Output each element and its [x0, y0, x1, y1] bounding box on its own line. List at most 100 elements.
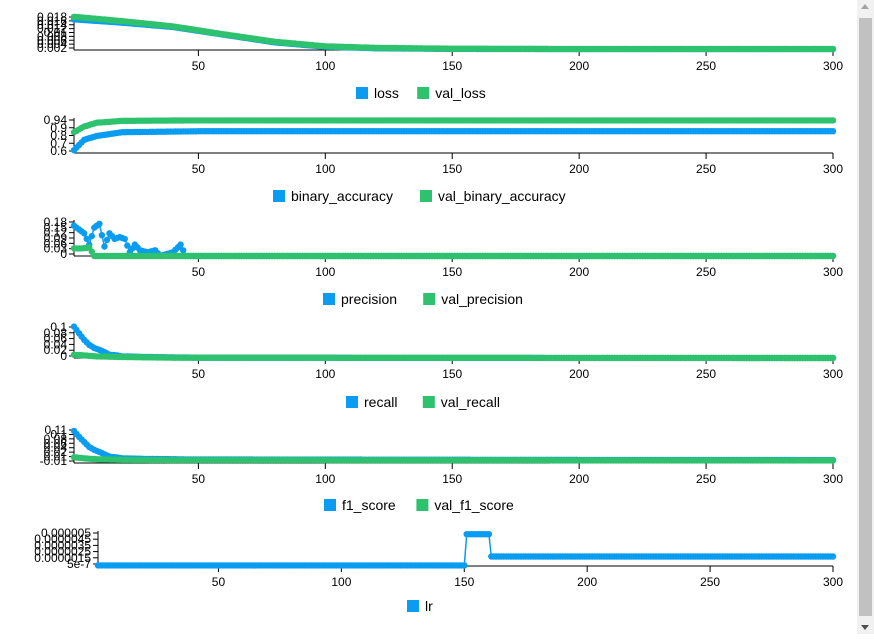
scrollbar-thumb[interactable]	[859, 18, 872, 616]
x-tick-label: 100	[315, 472, 335, 486]
y-tick-label: 0.6	[50, 144, 67, 158]
training-history-plots: 0.002 0.004 0.006 0.008 0.01 0.012 0.014 0.016 0…	[34, 10, 844, 614]
x-tick-label: 150	[442, 367, 462, 381]
charts-canvas: 0.0020.0040.0060.0080.010.0120.0140.0160…	[34, 10, 844, 614]
series-val_loss	[70, 13, 837, 53]
x-tick-label: 250	[700, 575, 720, 589]
y-tick-label: 0.014	[37, 18, 67, 32]
y-tick-label: 0.004	[37, 37, 67, 51]
legend-label-val: val_f1_score	[434, 497, 514, 513]
data-point	[829, 354, 837, 362]
legend-label-train: binary_accuracy	[291, 188, 393, 204]
x-tick-label: 50	[192, 472, 206, 486]
y-tick-label: 0.06	[44, 236, 68, 250]
y-tick-label: 0.0000035	[34, 538, 91, 552]
series-val_f1_score	[70, 454, 837, 464]
legend: recall val_recall	[346, 394, 500, 410]
x-tick-label: 50	[212, 575, 226, 589]
legend-label-train: f1_score	[342, 497, 396, 513]
data-point	[829, 45, 837, 53]
legend-label-train: lr	[425, 598, 433, 614]
y-tick-label: 0.08	[44, 432, 68, 446]
y-tick-label: 0.15	[44, 220, 68, 234]
legend-label-val: val_recall	[441, 394, 500, 410]
y-tick-label: 0.1	[50, 427, 67, 441]
chart-loss: 0.0020.0040.0060.0080.010.0120.0140.0160…	[37, 10, 843, 101]
x-tick-label: 200	[577, 575, 597, 589]
data-point	[83, 235, 90, 243]
y-tick-label: 0.0000015	[34, 551, 91, 565]
chart-binary_accuracy: 0.60.70.80.90.94 50 100 150 200 250 300 binary_…	[44, 113, 844, 204]
y-tick-label: 0.7	[50, 136, 67, 150]
x-tick-label: 250	[696, 265, 716, 279]
x-tick-label: 50	[192, 162, 206, 176]
legend-label-train: loss	[374, 85, 399, 101]
legend-swatch-val	[420, 190, 432, 202]
y-tick-label: 0.09	[44, 231, 68, 245]
y-tick-label: 0	[60, 247, 67, 261]
legend-label-train: recall	[364, 394, 397, 410]
x-tick-label: 100	[315, 59, 335, 73]
y-tick-label: 0.11	[45, 423, 68, 437]
y-tick-label: 0.9	[50, 121, 67, 135]
data-point	[829, 128, 837, 135]
y-tick-label: 5e-7	[67, 557, 91, 571]
legend-label-train: precision	[341, 291, 397, 307]
legend-swatch-train	[324, 499, 336, 511]
x-tick-label: 300	[823, 59, 843, 73]
y-tick-label: 0.18	[44, 215, 68, 229]
legend-swatch-val	[416, 499, 429, 511]
y-tick-label: 0.0000045	[34, 532, 91, 546]
data-point	[101, 243, 108, 250]
data-point	[121, 235, 128, 243]
legend-swatch-train	[323, 293, 335, 305]
y-tick-label: 0.04	[44, 337, 68, 351]
x-tick-label: 50	[192, 367, 206, 381]
y-tick-label: 0.012	[37, 22, 67, 36]
chart-precision: 00.030.060.090.120.150.18 50 100 150 200 250 3…	[44, 215, 844, 307]
chart-lr: 5e-70.00000150.00000250.00000350.0000045…	[34, 526, 843, 614]
y-tick-label: 0.0000025	[34, 545, 91, 559]
y-tick-label: 0.01	[44, 450, 68, 464]
series-line	[73, 18, 833, 50]
y-tick-label: 0.06	[44, 436, 68, 450]
data-point	[829, 553, 837, 560]
y-tick-label: 0.94	[44, 113, 68, 127]
data-point	[96, 220, 103, 227]
x-tick-label: 200	[569, 265, 589, 279]
series-val_recall	[70, 351, 837, 362]
data-point	[461, 562, 468, 569]
series-line	[73, 16, 833, 50]
x-tick-label: 200	[569, 162, 589, 176]
data-point	[124, 242, 131, 249]
data-point	[829, 457, 837, 464]
x-tick-label: 300	[823, 575, 843, 589]
y-tick-label: 0.008	[37, 29, 67, 43]
x-tick-label: 250	[696, 59, 716, 73]
x-tick-label: 250	[696, 367, 716, 381]
y-tick-label: 0.03	[44, 242, 68, 256]
legend: lr	[407, 598, 433, 614]
vertical-scrollbar[interactable]	[857, 0, 874, 634]
x-tick-label: 300	[823, 472, 843, 486]
legend: f1_score val_f1_score	[324, 497, 514, 513]
data-point	[177, 241, 184, 248]
data-point	[485, 531, 493, 538]
legend-label-val: val_loss	[435, 85, 486, 101]
y-tick-label: 0.000005	[41, 526, 91, 540]
scroll-down-arrow-icon[interactable]	[861, 625, 869, 630]
legend: binary_accuracy val_binary_accuracy	[273, 188, 566, 204]
chart-recall: 00.020.040.060.080.1 50 100 150 200 250 300 rec…	[44, 320, 844, 410]
x-tick-label: 250	[696, 472, 716, 486]
scroll-up-arrow-icon[interactable]	[861, 4, 869, 9]
legend-swatch-train	[407, 600, 419, 612]
x-tick-label: 250	[696, 162, 716, 176]
data-point	[81, 230, 88, 237]
y-tick-label: 0.02	[44, 343, 68, 357]
series-binary_accuracy	[70, 128, 837, 154]
series-line	[73, 222, 833, 257]
x-tick-label: 100	[331, 575, 351, 589]
x-tick-label: 150	[454, 575, 474, 589]
x-tick-label: 300	[823, 367, 843, 381]
legend-swatch-train	[356, 87, 368, 99]
